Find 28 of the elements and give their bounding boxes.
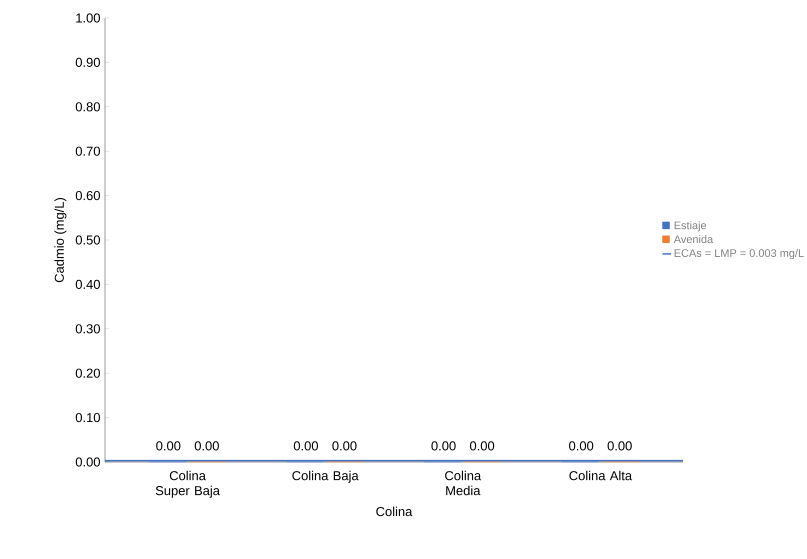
x-tick-label: Colina Alta [569,470,632,480]
y-tick-label: 0.40 [76,280,100,289]
data-label: 0.00 [470,441,494,450]
y-tick-label: 0.80 [76,102,100,112]
y-tick-label: 0.50 [76,235,100,245]
y-tick-label: 0.30 [76,324,100,334]
legend-label: Estiaje [674,221,706,232]
y-tick-label: 0.00 [76,457,100,467]
data-label: 0.00 [194,441,219,450]
data-label: 0.00 [608,441,632,450]
x-tick-label: Colina Baja [292,470,359,483]
legend-label: Avenida [674,235,714,244]
data-label: 0.00 [294,441,318,450]
y-tick-label: 0.10 [76,413,100,422]
x-axis-title: Colina [376,506,412,516]
x-tick-label: Colina Super Baja [156,470,220,498]
legend-label: ECAs = LMP = 0.003 mg/L [674,248,804,260]
data-label: 0.00 [431,441,456,450]
data-label: 0.00 [569,441,594,450]
y-tick-label: 0.70 [76,146,100,156]
data-label: 0.00 [332,441,357,450]
data-label: 0.00 [156,441,180,450]
y-tick-label: 0.20 [76,368,100,378]
x-tick-label: Colina Media [445,470,482,496]
y-tick-label: 0.60 [76,191,100,200]
y-tick-label: 0.90 [76,58,100,67]
y-axis-title: Cadmio (mg/L) [54,198,66,282]
y-tick-label: 1.00 [76,13,100,23]
